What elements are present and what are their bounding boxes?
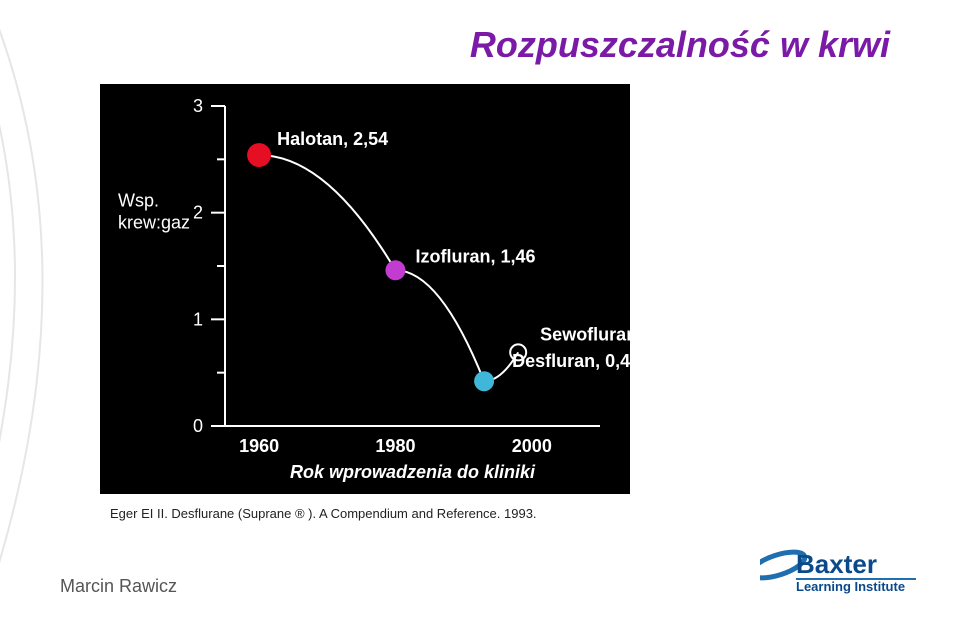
- slide: Rozpuszczalność w krwi 0 1 2 3 Wsp.krew:gaz 1…: [0, 0, 960, 627]
- svg-text:0: 0: [193, 416, 203, 436]
- svg-text:Sewofluran, 0,69: Sewofluran, 0,69: [540, 324, 630, 344]
- svg-text:1: 1: [193, 309, 203, 329]
- svg-text:Desfluran, 0,42: Desfluran, 0,42: [512, 351, 630, 371]
- svg-text:Rok wprowadzenia do kliniki: Rok wprowadzenia do kliniki: [290, 462, 536, 482]
- svg-text:Izofluran, 1,46: Izofluran, 1,46: [415, 246, 535, 266]
- baxter-logo: Baxter Learning Institute: [760, 543, 920, 603]
- slide-title: Rozpuszczalność w krwi: [470, 24, 890, 66]
- logo-subtitle-text: Learning Institute: [796, 579, 905, 594]
- svg-text:2: 2: [193, 203, 203, 223]
- svg-text:3: 3: [193, 96, 203, 116]
- chart: 0 1 2 3 Wsp.krew:gaz 1960 1980 2000 Rok wprowadz…: [100, 84, 630, 494]
- logo-brand-text: Baxter: [796, 549, 877, 579]
- chart-svg: 0 1 2 3 Wsp.krew:gaz 1960 1980 2000 Rok wprowadz…: [100, 84, 630, 494]
- svg-text:1980: 1980: [375, 436, 415, 456]
- author-name: Marcin Rawicz: [60, 576, 177, 597]
- svg-text:krew:gaz: krew:gaz: [118, 213, 190, 233]
- chart-caption: Eger EI II. Desflurane (Suprane ® ). A C…: [110, 506, 537, 521]
- svg-text:1960: 1960: [239, 436, 279, 456]
- svg-text:Wsp.: Wsp.: [118, 191, 159, 211]
- svg-text:2000: 2000: [512, 436, 552, 456]
- svg-text:Halotan, 2,54: Halotan, 2,54: [277, 129, 388, 149]
